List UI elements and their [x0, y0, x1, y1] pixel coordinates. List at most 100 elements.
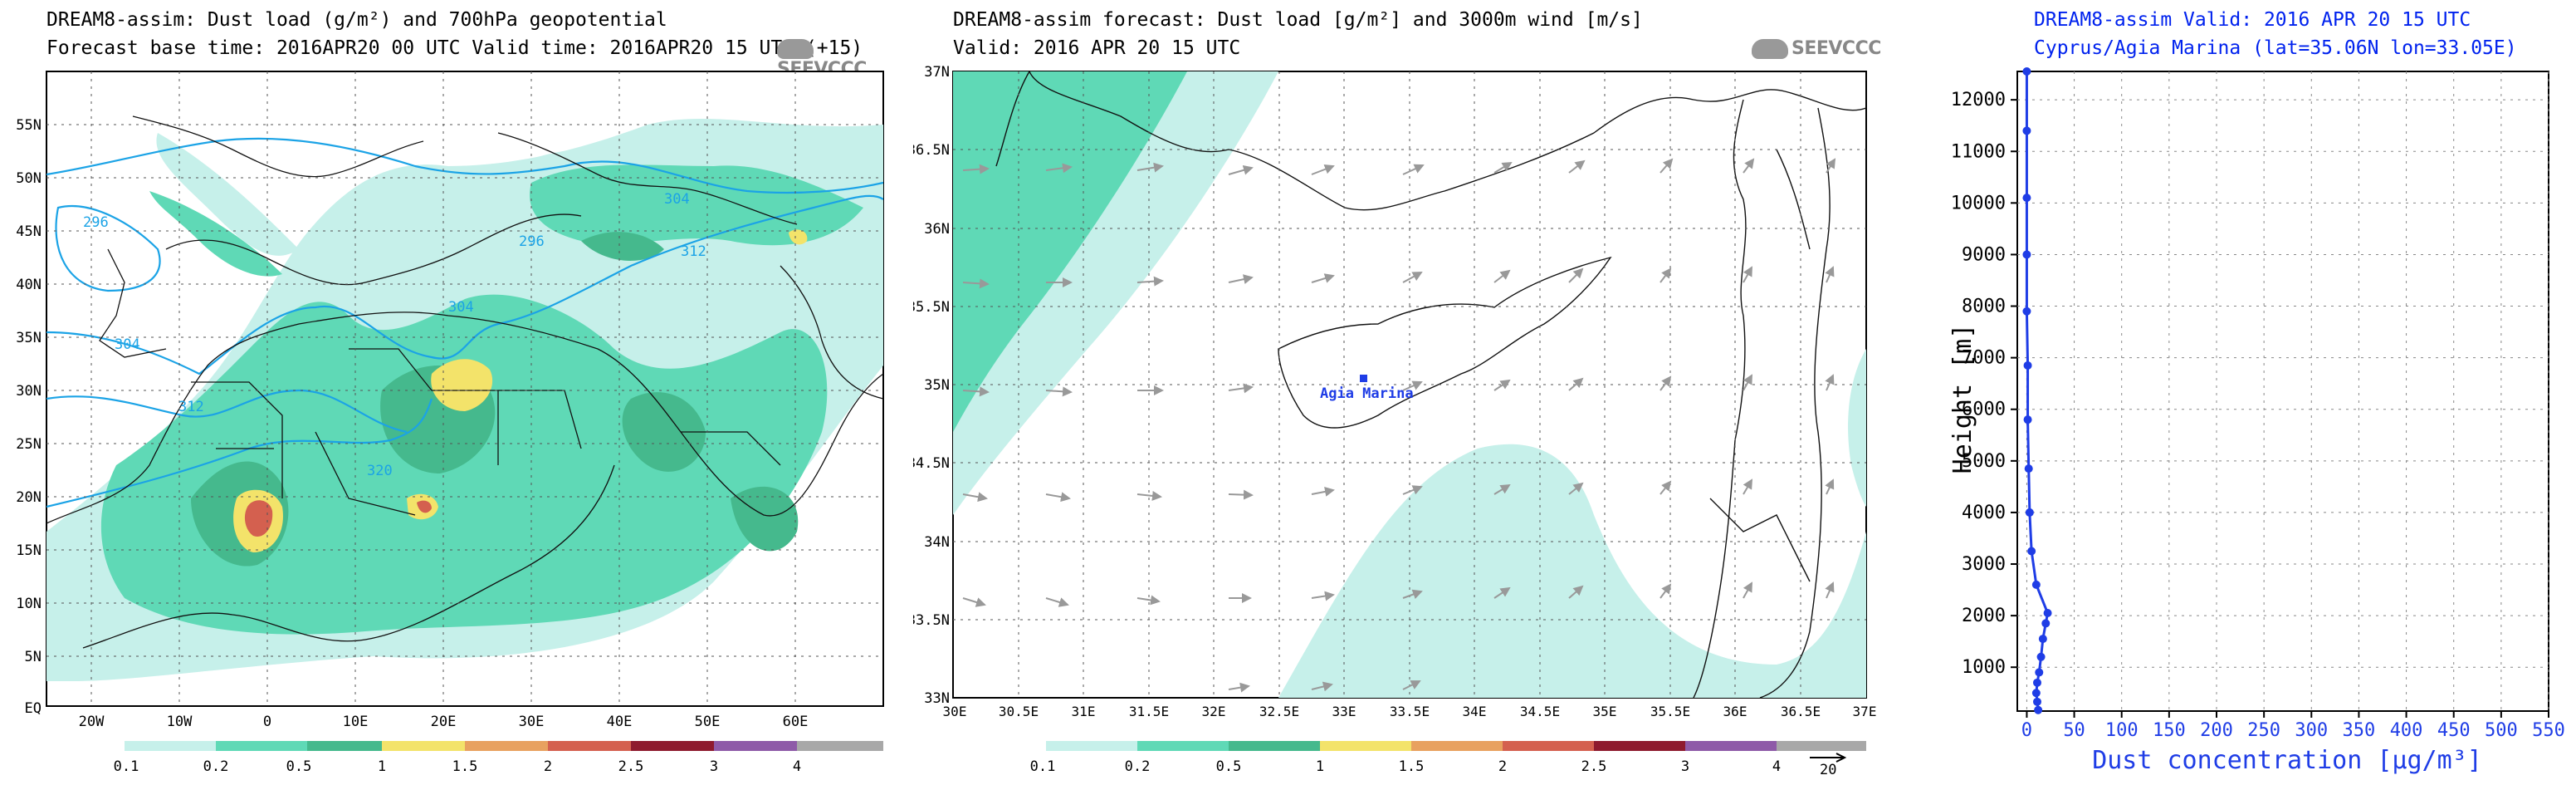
- profile-data-point: [2041, 619, 2051, 628]
- lat-label: 10N: [16, 596, 42, 612]
- lat-label: 34N: [924, 534, 950, 551]
- y-tick-label: 9000: [1962, 244, 2006, 265]
- legend-label: 0.5: [1216, 758, 1242, 775]
- lon-label: 37E: [1853, 704, 1877, 719]
- lon-label: 31.5E: [1129, 704, 1169, 719]
- graticule: [953, 71, 1866, 698]
- panel1-legend: [125, 741, 883, 751]
- profile-data-point: [2034, 705, 2043, 714]
- station-marker: [1360, 375, 1367, 382]
- legend-label: 4: [1772, 758, 1781, 775]
- panel2-title-line2: Valid: 2016 APR 20 15 UTC: [953, 37, 1241, 59]
- lon-label: 36E: [1723, 704, 1747, 719]
- profile-data-point: [2024, 464, 2033, 473]
- y-tick-label: 4000: [1962, 503, 2006, 523]
- legend-label: 3: [710, 758, 718, 775]
- y-tick-label: 11000: [1951, 141, 2006, 162]
- legend-label: 2: [544, 758, 552, 775]
- profile-data-point: [2036, 652, 2046, 661]
- x-tick-label: 250: [2247, 720, 2280, 741]
- legend-label: 0.2: [203, 758, 229, 775]
- profile-plot-frame: [2016, 71, 2549, 712]
- y-tick-label: 1000: [1962, 657, 2006, 678]
- panel1-title-line1: DREAM8-assim: Dust load (g/m²) and 700hP…: [46, 9, 667, 31]
- profile-data-point: [2022, 250, 2031, 259]
- dust-area-light-north: [156, 133, 883, 256]
- legend-label: 2.5: [1581, 758, 1607, 775]
- lon-label: 33.5E: [1390, 704, 1430, 719]
- profile-chart: 1000200030004000500060007000800090001000…: [1948, 67, 2565, 775]
- legend-label: 3: [1681, 758, 1689, 775]
- lat-label: 20N: [16, 489, 42, 506]
- profile-data-point: [2031, 689, 2041, 698]
- lat-label: 36.5N: [913, 142, 950, 159]
- y-axis-label: Height [m]: [1948, 324, 1977, 474]
- lon-label: 30.5E: [999, 704, 1039, 719]
- profile-data-point: [2023, 361, 2032, 370]
- geopotential-contours: [46, 137, 883, 508]
- chart-title: DREAM8-assim Valid: 2016 APR 20 15 UTC: [2034, 9, 2471, 31]
- legend-label: 4: [793, 758, 801, 775]
- lon-label: 20W: [79, 714, 105, 730]
- contour-label: 304: [664, 191, 690, 208]
- legend-label: 2.5: [618, 758, 644, 775]
- dust-area-medium-north: [149, 164, 863, 277]
- lat-label: 33N: [924, 690, 950, 707]
- seevccc-logo: SEEVCCC: [1752, 38, 1881, 59]
- lon-label: 40E: [607, 714, 633, 730]
- lon-label: 10W: [167, 714, 193, 730]
- dust-area-2gm2: [244, 500, 432, 537]
- y-tick-label: 8000: [1962, 297, 2006, 317]
- profile-data-point: [2033, 697, 2041, 706]
- x-tick-label: 150: [2153, 720, 2186, 741]
- lon-label: 0: [263, 714, 271, 730]
- y-tick-label: 3000: [1962, 554, 2006, 575]
- contour-label: 312: [178, 399, 204, 415]
- profile-data-point: [2033, 678, 2041, 687]
- lon-label: 50E: [695, 714, 721, 730]
- lon-label: 30E: [519, 714, 545, 730]
- profile-data-point: [2022, 194, 2031, 203]
- legend-label: 2: [1498, 758, 1507, 775]
- profile-data-point: [2043, 609, 2052, 618]
- panel2-map: Agia Marina 37N 36.5N 36N 35.5N 35N 34.5…: [913, 64, 1877, 778]
- profile-data-point: [2022, 67, 2031, 76]
- chart-subtitle: Cyprus/Agia Marina (lat=35.06N lon=33.05…: [2034, 37, 2517, 59]
- lat-label: 35.5N: [913, 299, 950, 316]
- panel2-logo-text: SEEVCCC: [1791, 38, 1881, 59]
- lon-label: 32E: [1202, 704, 1226, 719]
- lon-label: 35E: [1593, 704, 1617, 719]
- profile-y-ticks: 1000 2000 3000 4000 5000 6000 7000 8000 9000 1000…: [1951, 90, 2017, 678]
- contour-label: 304: [115, 336, 140, 353]
- lon-label: 33E: [1332, 704, 1356, 719]
- graticule: [46, 71, 883, 706]
- x-tick-label: 200: [2200, 720, 2233, 741]
- y-tick-label: 5000: [1962, 451, 2006, 472]
- contour-label: 304: [448, 299, 474, 316]
- x-tick-label: 550: [2532, 720, 2565, 741]
- profile-data-point: [2023, 415, 2032, 424]
- dust-area-medium: [100, 294, 828, 635]
- dust-area-medium: [953, 71, 1187, 432]
- lat-label: 34.5N: [913, 455, 950, 472]
- lon-label: 34.5E: [1520, 704, 1560, 719]
- y-tick-label: 12000: [1951, 90, 2006, 110]
- panel1-map: 296 304 312 304 296 312 320 304 55N 50N …: [16, 71, 884, 775]
- profile-data-point: [2038, 635, 2047, 644]
- x-tick-label: 300: [2295, 720, 2328, 741]
- lat-label: 35N: [16, 330, 42, 346]
- x-tick-label: 400: [2390, 720, 2423, 741]
- profile-data-point: [2031, 580, 2041, 589]
- lat-label: 50N: [16, 170, 42, 187]
- x-tick-label: 450: [2437, 720, 2471, 741]
- profile-data-point: [2035, 668, 2044, 677]
- y-tick-label: 6000: [1962, 400, 2006, 420]
- lat-label: 5N: [25, 649, 42, 665]
- profile-data-point: [2022, 126, 2031, 135]
- station-label: Agia Marina: [1320, 385, 1414, 402]
- cloud-icon: [1752, 39, 1788, 59]
- lat-label: 35N: [924, 377, 950, 394]
- x-tick-label: 100: [2105, 720, 2139, 741]
- lat-label: 55N: [16, 117, 42, 134]
- profile-data-point: [2022, 307, 2031, 316]
